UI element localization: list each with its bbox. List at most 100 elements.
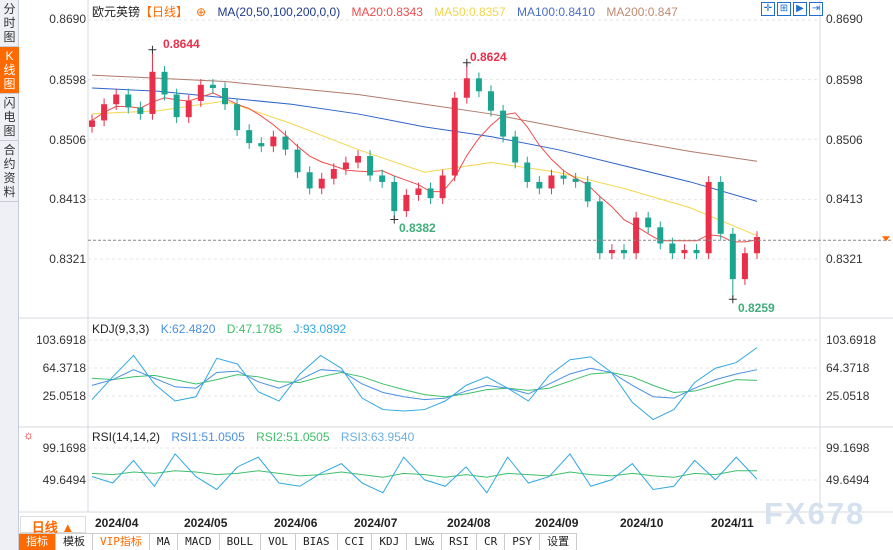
price-tick-right: 0.8413 [826,192,863,206]
indicator-settings-icon[interactable]: ☼ [23,428,34,442]
candle-body [173,94,180,118]
candle-body [657,227,664,244]
tab-rsi[interactable]: RSI [442,534,477,550]
high-label: 0.8644 [163,37,200,51]
candle-body [705,181,712,254]
rsi-tick: 99.1698 [42,441,86,455]
ma20-value: MA20:0.8343 [351,5,423,19]
candle-body [451,97,458,176]
tab-flash[interactable]: 闪电图 [0,94,19,141]
tab-cci[interactable]: CCI [338,534,373,550]
kdj-tick-right: 103.6918 [826,333,877,347]
candle-body [161,71,168,95]
tab-bias[interactable]: BIAS [296,534,338,550]
kdj-tick-right: 64.3718 [826,361,870,375]
candle-body [415,188,422,195]
candle-body [524,162,531,182]
candle-body [137,107,144,114]
candle-body [548,175,555,189]
indicator-tabs: 指标 模板 VIP指标 MA MACD BOLL VOL BIAS CCI KD… [19,533,578,550]
low-label: 0.8382 [399,221,436,235]
price-tick: 0.8506 [49,133,86,147]
rsi-tick: 49.6494 [42,473,86,487]
tab-vol[interactable]: VOL [261,534,296,550]
rsi1-line [91,453,758,494]
ma50-value: MA50:0.8357 [434,5,506,19]
period-selector[interactable]: 日线 ▲ [20,516,86,535]
crosshair-icon[interactable]: ✛ [761,2,775,16]
tab-kdj[interactable]: KDJ [372,534,408,550]
tab-indicators[interactable]: 指标 [19,534,56,550]
ma20-line [91,92,758,243]
candle-body [645,217,652,228]
price-tick-right: 0.8690 [826,12,863,26]
ma200-line [91,74,758,162]
candle-body [294,149,301,173]
kdj-legend: KDJ(9,3,3) K:62.4820 D:47.1785 J:93.0892 [92,322,354,336]
zoom-range-icon[interactable]: ⊞ [777,2,791,16]
date-tick: 2024/07 [354,516,398,530]
watermark-logo: FX678 [764,496,866,531]
candle-body [246,130,253,144]
tab-contract-info[interactable]: 合约资料 [0,141,19,202]
candle-body [379,175,386,182]
tab-time-share[interactable]: 分时图 [0,0,19,47]
ma-title: MA(20,50,100,200,0,0) [217,5,341,19]
candle-body [209,84,216,89]
candle-body [463,78,470,98]
ma100-line [91,87,758,202]
tab-lw[interactable]: LW& [407,534,443,550]
candle-body [258,143,265,147]
extreme-marker [390,215,399,224]
candle-body [330,169,337,179]
candle-body [754,237,760,254]
kdj-j-line [91,347,758,421]
candle-body [427,188,434,199]
candle-body [234,104,241,131]
candle-body [633,217,640,254]
tab-settings[interactable]: 设置 [540,534,578,550]
tab-kline[interactable]: K线图 [0,47,19,94]
candle-body [475,78,482,92]
d-value: D:47.1785 [226,322,283,336]
kdj-tick: 64.3718 [42,361,86,375]
date-tick: 2024/09 [535,516,579,530]
tab-ma[interactable]: MA [150,534,179,550]
candle-body [367,156,374,176]
price-tick: 0.8413 [49,192,86,206]
ma100-value: MA100:0.8410 [517,5,596,19]
candle-body [669,243,676,254]
jump-latest-icon[interactable]: ⇥ [809,2,823,16]
date-tick: 2024/10 [620,516,664,530]
candle-body [621,249,627,254]
candle-body [318,178,325,189]
rsi-tick-right: 99.1698 [826,441,870,455]
settings-icon[interactable]: ⊕ [196,5,207,19]
play-icon[interactable]: ▶ [793,2,807,16]
ma50-line [91,100,758,237]
candle-body [101,104,108,121]
tab-templates[interactable]: 模板 [56,534,93,550]
candle-body [536,181,543,189]
current-price-arrow [882,236,890,242]
tab-macd[interactable]: MACD [178,534,220,550]
candle-body [608,249,615,254]
tab-vip-indicators[interactable]: VIP指标 [93,534,150,550]
candle-body [512,136,519,163]
candle-body [681,249,688,254]
candle-body [403,194,410,212]
tab-boll[interactable]: BOLL [220,534,262,550]
rsi-title: RSI(14,14,2) [92,430,161,444]
kdj-tick: 103.6918 [35,333,86,347]
price-tick: 0.8690 [49,12,86,26]
date-tick: 2024/06 [274,516,318,530]
tab-cr[interactable]: CR [477,534,506,550]
candle-body [355,156,361,163]
tab-psy[interactable]: PSY [505,534,541,550]
kdj-tick-right: 25.0518 [826,389,870,403]
candle-body [149,71,156,114]
candle-body [439,175,446,199]
sidebar: 分时图 K线图 闪电图 合约资料 [0,0,19,550]
kdj-title: KDJ(9,3,3) [92,322,150,336]
